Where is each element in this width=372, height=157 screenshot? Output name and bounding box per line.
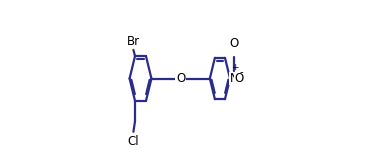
Text: N: N: [230, 72, 238, 85]
Text: O: O: [229, 37, 238, 49]
Text: -: -: [239, 67, 243, 77]
Text: O: O: [176, 72, 185, 85]
Text: +: +: [231, 63, 239, 72]
Text: Br: Br: [126, 35, 140, 48]
Text: O: O: [235, 72, 244, 85]
Text: Cl: Cl: [127, 135, 139, 148]
